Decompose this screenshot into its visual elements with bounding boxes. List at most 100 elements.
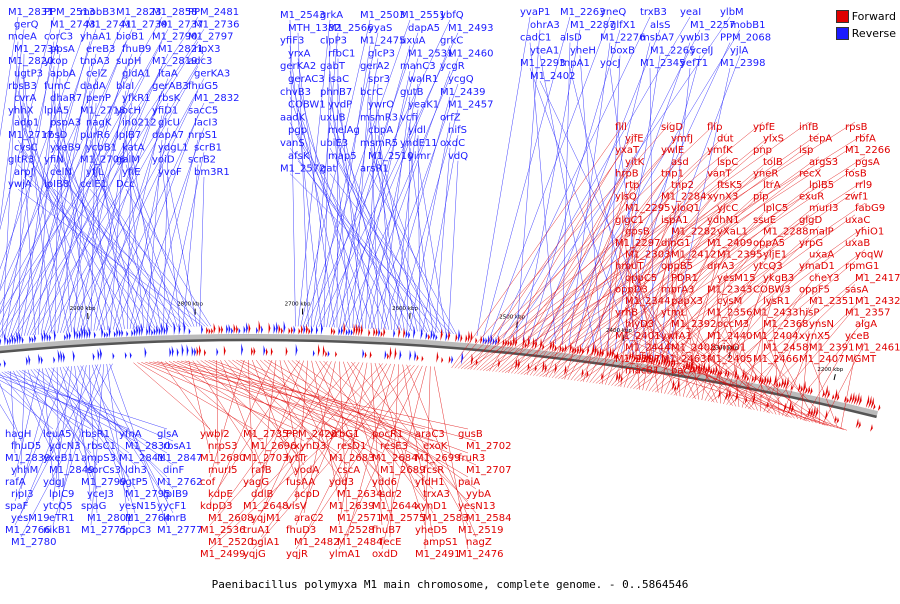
- gene-label: M1_2460: [448, 48, 493, 59]
- gene-label: M1_2491: [415, 549, 460, 560]
- forward-gene-arrow: [318, 344, 320, 357]
- reverse-gene-arrow: [4, 360, 6, 368]
- reverse-gene-arrow: [41, 332, 43, 342]
- gene-label: M1_2357: [845, 308, 890, 319]
- gene-label: M1_2466: [753, 354, 798, 365]
- gene-label: msmR3: [360, 112, 398, 123]
- forward-gene-arrow: [323, 345, 325, 357]
- gene-label: argS3: [809, 157, 838, 168]
- gene-label: truA1: [243, 525, 271, 536]
- reverse-gene-arrow: [187, 344, 189, 357]
- forward-gene-arrow: [773, 375, 776, 387]
- gene-label: M1_2293: [520, 58, 565, 69]
- reverse-gene-arrow: [172, 346, 174, 357]
- gene-label: isaC: [328, 74, 349, 85]
- gene-label: blaI: [116, 81, 134, 92]
- gene-label: M1_2417: [855, 273, 900, 284]
- forward-gene-arrow: [873, 404, 876, 410]
- gene-label: M1_2395: [717, 250, 762, 261]
- gene-label: ydhN1: [707, 215, 739, 226]
- gene-label: yeaK1: [408, 100, 439, 111]
- gene-label: M1_2476: [458, 549, 503, 560]
- gene-label: ywbl3: [680, 33, 710, 44]
- gene-label: fosB: [845, 168, 867, 179]
- forward-gene-arrow: [455, 333, 457, 342]
- forward-gene-arrow: [271, 347, 273, 356]
- reverse-gene-arrow: [226, 324, 228, 334]
- gene-label: yesN15: [119, 501, 157, 512]
- gene-label: yoiD: [152, 155, 175, 166]
- gene-label: yljE1: [763, 250, 787, 261]
- gene-label: rpmG1: [845, 261, 879, 272]
- forward-gene-arrow: [269, 322, 271, 334]
- leader-line: [290, 174, 451, 334]
- gene-label: M1_2528: [329, 525, 374, 536]
- gene-label: lpIB8: [44, 179, 69, 190]
- gene-label: M1_2263: [560, 7, 605, 18]
- reverse-gene-arrow: [0, 336, 1, 346]
- gene-label: corC3: [44, 32, 73, 43]
- gene-label: M1_2368: [763, 319, 808, 330]
- forward-gene-arrow: [234, 324, 236, 334]
- gene-label: yqjG: [243, 549, 266, 560]
- gene-label: ubiE3: [320, 138, 348, 149]
- reverse-gene-arrow: [134, 327, 136, 336]
- gene-label: M1_2696: [251, 441, 296, 452]
- gene-label: ymaD1: [799, 261, 835, 272]
- gene-label: gerA2: [360, 61, 390, 72]
- gene-label: M1_2401: [615, 331, 660, 342]
- gene-label: rbfA: [855, 134, 876, 145]
- gene-label: yfjL: [86, 167, 104, 178]
- gene-label: manC3: [400, 61, 436, 72]
- gene-label: clpP3: [320, 36, 347, 47]
- gene-label: dinF: [163, 465, 184, 476]
- forward-gene-arrow: [373, 327, 375, 337]
- leader-line: [63, 79, 168, 333]
- gene-label: ywrO: [368, 100, 394, 111]
- gene-label: yceJ3: [87, 489, 114, 500]
- gene-label: M1_2475: [360, 36, 405, 47]
- gene-label: afsK: [288, 151, 310, 162]
- forward-gene-arrow: [807, 386, 810, 395]
- gene-label: pnp: [753, 145, 772, 156]
- reverse-gene-arrow: [164, 326, 166, 335]
- gene-label: occM3: [717, 319, 749, 330]
- gene-label: MGMT: [845, 354, 877, 365]
- reverse-gene-arrow: [49, 334, 51, 342]
- gene-label: hagH: [5, 429, 31, 440]
- reverse-gene-arrow: [261, 325, 263, 334]
- gene-label: arsR1: [360, 164, 389, 175]
- gene-label: gerKA2: [280, 61, 316, 72]
- forward-gene-arrow: [301, 325, 303, 335]
- forward-gene-arrow: [236, 325, 238, 334]
- gene-label: scrB1: [194, 142, 222, 153]
- forward-gene-arrow: [449, 356, 451, 364]
- reverse-gene-arrow: [54, 329, 56, 341]
- gene-label: M1_2402: [530, 71, 575, 82]
- reverse-gene-arrow: [34, 334, 36, 343]
- reverse-gene-arrow: [60, 350, 62, 363]
- reverse-gene-arrow: [97, 349, 99, 361]
- reverse-gene-arrow: [126, 331, 128, 337]
- gene-label: ycgR: [440, 61, 465, 72]
- gene-label: M1_2297: [615, 238, 660, 249]
- gene-label: hmuT: [615, 261, 644, 272]
- gene-label: celN: [50, 167, 72, 178]
- gene-label: glcP3: [368, 48, 395, 59]
- gene-label: tolB: [763, 157, 783, 168]
- gene-label: M1_2303: [625, 250, 670, 261]
- reverse-gene-arrow: [32, 336, 34, 343]
- gene-label: lplB5: [809, 180, 834, 191]
- reverse-gene-arrow: [161, 322, 163, 335]
- gene-label: chvB3: [280, 87, 311, 98]
- gene-label: tnpA3: [80, 56, 110, 67]
- gene-label: fecE: [380, 537, 402, 548]
- forward-gene-arrow: [335, 351, 337, 357]
- gene-label: M1_2433: [753, 308, 798, 319]
- gene-label: yesM19: [11, 513, 50, 524]
- reverse-gene-arrow: [146, 327, 148, 336]
- reverse-gene-arrow: [399, 350, 401, 361]
